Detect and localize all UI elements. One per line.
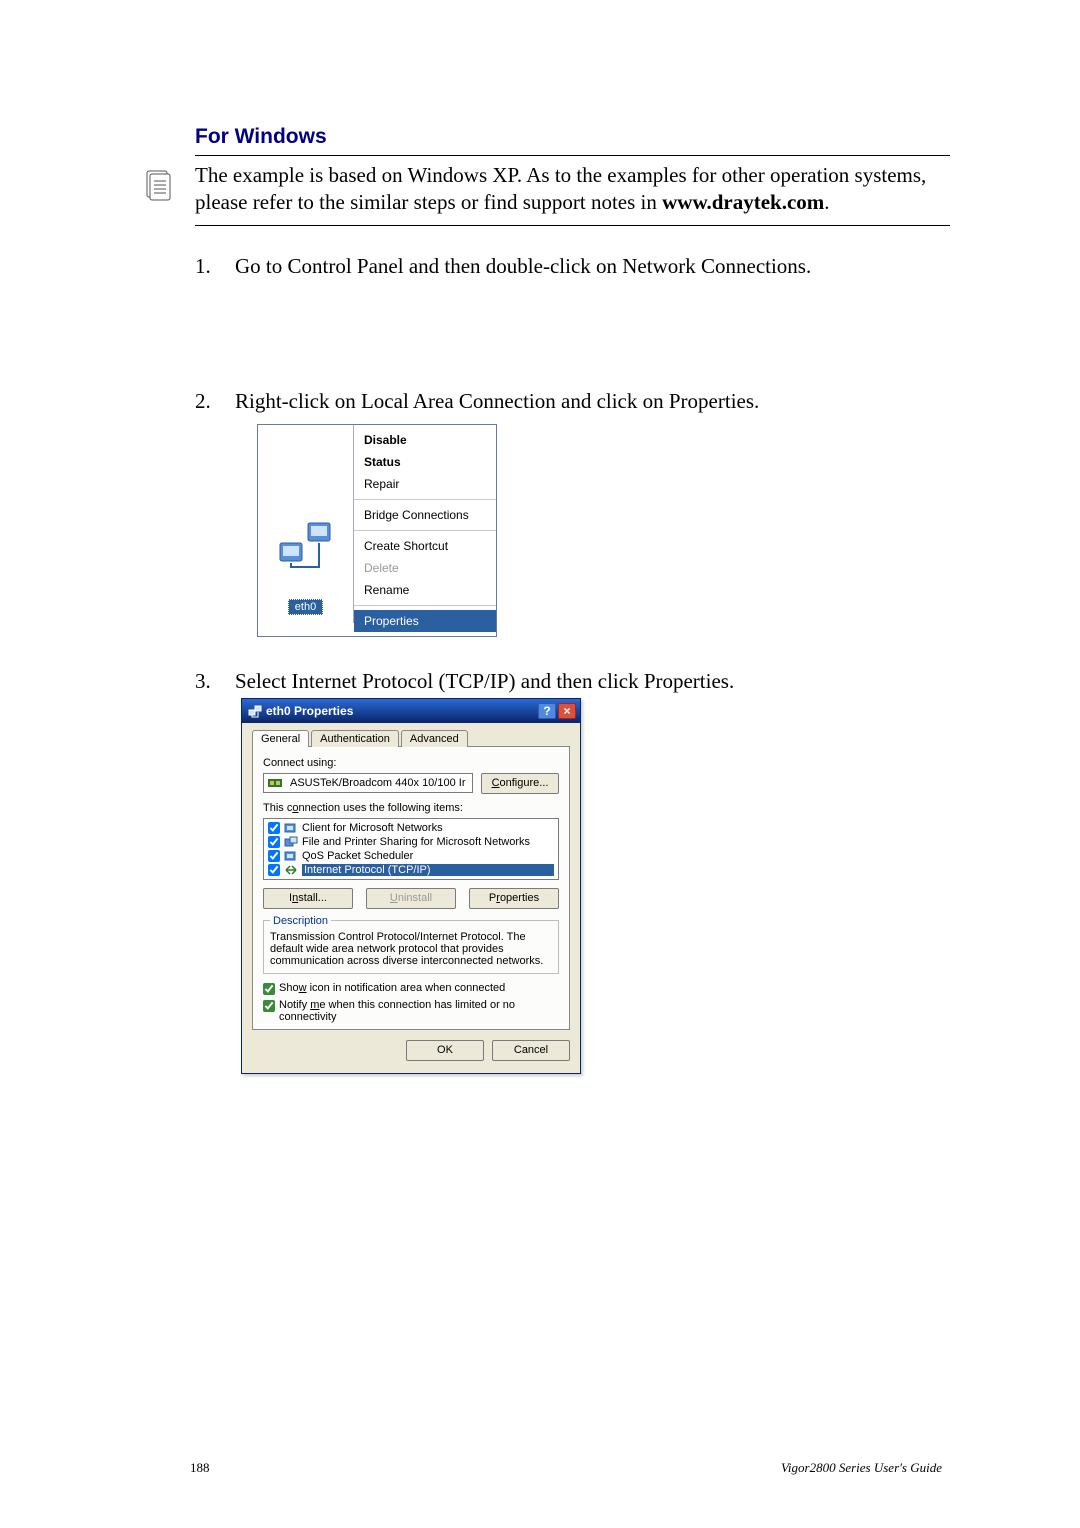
item-client[interactable]: Client for Microsoft Networks xyxy=(266,821,556,835)
dialog-help-button[interactable]: ? xyxy=(538,703,556,719)
ctx-item-bridge[interactable]: Bridge Connections xyxy=(354,504,496,526)
ctx-item-status[interactable]: Status xyxy=(354,451,496,473)
item-tcpip-label: Internet Protocol (TCP/IP) xyxy=(302,864,554,876)
note-link[interactable]: www.draytek.com xyxy=(662,190,824,214)
step-1-num: 1. xyxy=(195,254,235,279)
ctx-item-shortcut[interactable]: Create Shortcut xyxy=(354,535,496,557)
notify-check[interactable] xyxy=(263,1000,275,1012)
connect-using-label: Connect using: xyxy=(263,757,559,769)
adapter-name: ASUSTeK/Broadcom 440x 10/100 Ir xyxy=(290,777,465,789)
context-menu: Disable Status Repair Bridge Connections… xyxy=(354,425,496,636)
dialog-titlebar: eth0 Properties ? × xyxy=(242,699,580,723)
tab-panel-general: Connect using: ASUSTeK/Broadcom 4 xyxy=(252,746,570,1030)
show-icon-label: Show icon in notification area when conn… xyxy=(279,982,505,994)
step-2: 2. Right-click on Local Area Connection … xyxy=(195,389,950,637)
nic-icon xyxy=(268,777,284,789)
dialog-close-button[interactable]: × xyxy=(558,703,576,719)
description-legend: Description xyxy=(270,915,331,927)
description-group: Description Transmission Control Protoco… xyxy=(263,915,559,974)
ctx-item-properties[interactable]: Properties xyxy=(354,610,496,632)
tab-general[interactable]: General xyxy=(252,730,309,747)
items-label: This connection uses the following items… xyxy=(263,802,559,814)
tab-advanced[interactable]: Advanced xyxy=(401,730,468,747)
client-icon xyxy=(284,822,298,834)
show-icon-check[interactable] xyxy=(263,983,275,995)
item-qos-check[interactable] xyxy=(268,850,280,862)
configure-button[interactable]: Configure... xyxy=(481,773,559,794)
item-client-check[interactable] xyxy=(268,822,280,834)
item-fps-label: File and Printer Sharing for Microsoft N… xyxy=(302,836,554,848)
item-client-label: Client for Microsoft Networks xyxy=(302,822,554,834)
item-fps-check[interactable] xyxy=(268,836,280,848)
ctx-item-delete: Delete xyxy=(354,557,496,579)
network-connection-icon xyxy=(278,519,334,571)
uninstall-button: Uninstall xyxy=(366,888,456,909)
connection-items-list: Client for Microsoft Networks File and P… xyxy=(263,818,559,880)
tcpip-icon xyxy=(284,864,298,876)
cancel-button[interactable]: Cancel xyxy=(492,1040,570,1061)
item-fps[interactable]: File and Printer Sharing for Microsoft N… xyxy=(266,835,556,849)
item-tcpip[interactable]: Internet Protocol (TCP/IP) xyxy=(266,863,556,877)
note-icon xyxy=(145,170,173,202)
step-2-num: 2. xyxy=(195,389,235,637)
note-box: The example is based on Windows XP. As t… xyxy=(195,155,950,226)
tab-authentication[interactable]: Authentication xyxy=(311,730,399,747)
guide-title: Vigor2800 Series User's Guide xyxy=(781,1460,942,1476)
step-3: 3. Select Internet Protocol (TCP/IP) and… xyxy=(195,669,950,1074)
ctx-item-rename[interactable]: Rename xyxy=(354,579,496,601)
connection-label: eth0 xyxy=(288,599,323,615)
eth0-properties-dialog: eth0 Properties ? × General Authenticati… xyxy=(241,698,581,1074)
dialog-title-icon xyxy=(248,704,262,718)
install-button[interactable]: Install... xyxy=(263,888,353,909)
step-1-text: Go to Control Panel and then double-clic… xyxy=(235,254,950,279)
item-tcpip-check[interactable] xyxy=(268,864,280,876)
item-qos-label: QoS Packet Scheduler xyxy=(302,850,554,862)
context-menu-figure: eth0 Disable Status Repair Bridge Connec… xyxy=(257,424,497,637)
ctx-item-repair[interactable]: Repair xyxy=(354,473,496,495)
page-footer: 188 Vigor2800 Series User's Guide xyxy=(0,1460,1080,1476)
note-text-after: . xyxy=(824,190,829,214)
step-3-num: 3. xyxy=(195,669,235,1074)
step-2-text: Right-click on Local Area Connection and… xyxy=(235,389,950,414)
dialog-title: eth0 Properties xyxy=(266,704,536,718)
dialog-tabs: General Authentication Advanced xyxy=(252,723,570,746)
ctx-item-disable[interactable]: Disable xyxy=(354,429,496,451)
description-text: Transmission Control Protocol/Internet P… xyxy=(270,931,552,967)
page-number: 188 xyxy=(190,1460,210,1476)
item-properties-button[interactable]: Properties xyxy=(469,888,559,909)
adapter-field: ASUSTeK/Broadcom 440x 10/100 Ir xyxy=(263,773,473,793)
fps-icon xyxy=(284,836,298,848)
step-1: 1. Go to Control Panel and then double-c… xyxy=(195,254,950,279)
section-heading: For Windows xyxy=(195,125,950,149)
step-3-text: Select Internet Protocol (TCP/IP) and th… xyxy=(235,669,950,694)
notify-label: Notify me when this connection has limit… xyxy=(279,999,559,1023)
ok-button[interactable]: OK xyxy=(406,1040,484,1061)
item-qos[interactable]: QoS Packet Scheduler xyxy=(266,849,556,863)
qos-icon xyxy=(284,850,298,862)
